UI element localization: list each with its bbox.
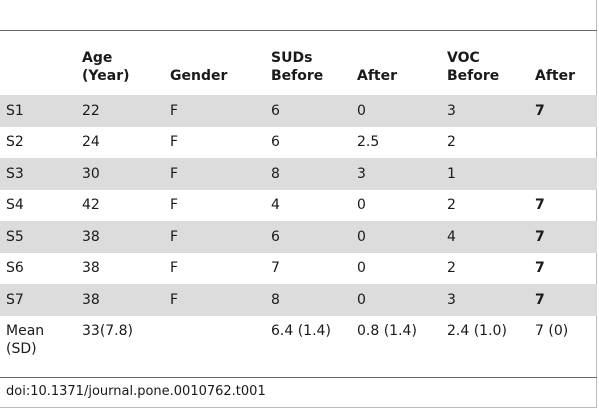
cell-suds-after: 3: [351, 158, 441, 190]
table-row: S4 42 F 4 0 2 7: [0, 190, 597, 222]
cell-suds-before: 6: [265, 95, 351, 127]
header-suds-before-label: Before: [271, 68, 324, 84]
cell-suds-after: 0: [351, 284, 441, 316]
header-voc-group: VOC: [447, 50, 480, 66]
cell-mean-age: 33(7.8): [82, 322, 134, 339]
cell-age: 24: [82, 134, 100, 151]
cell-suds-before: 6: [271, 134, 280, 151]
top-rule: [0, 30, 597, 31]
cell-voc-before: 2: [447, 260, 456, 277]
cell-voc-before: 3: [441, 284, 529, 316]
cell-voc-after: 7: [529, 284, 597, 316]
header-voc-after-label: After: [535, 68, 576, 84]
cell-suds-before: 7: [271, 260, 280, 277]
bottom-rule: [0, 377, 597, 378]
header-age-line2: (Year): [82, 68, 130, 84]
header-age: Age (Year): [76, 31, 164, 95]
cell-mean-suds-before: 6.4 (1.4): [271, 322, 331, 339]
cell-age: 22: [76, 95, 164, 127]
cell-voc-after: [529, 127, 597, 159]
cell-voc-before: 4: [441, 221, 529, 253]
cell-voc-after: [529, 158, 597, 190]
header-suds-before: SUDs Before: [265, 31, 351, 95]
mean-label-line2: (SD): [6, 340, 37, 357]
cell-mean-label: Mean (SD): [0, 316, 76, 362]
header-voc-before: VOC Before: [441, 31, 529, 95]
cell-gender: F: [164, 95, 265, 127]
cell-suds-before: 8: [265, 284, 351, 316]
cell-subject: S4: [6, 197, 24, 214]
cell-voc-after: 7: [535, 197, 545, 214]
cell-voc-before: 2: [447, 197, 456, 214]
cell-subject: S2: [6, 134, 24, 151]
header-suds-group: SUDs: [271, 50, 313, 66]
cell-mean-gender: [164, 316, 265, 362]
table-row: S3 30 F 8 3 1: [0, 158, 597, 190]
header-suds-after: After: [351, 31, 441, 95]
header-row: Age (Year) Gender SUDs Before After VOC …: [0, 31, 597, 95]
cell-suds-after: 2.5: [357, 134, 380, 151]
cell-gender: F: [164, 158, 265, 190]
cell-suds-before: 6: [265, 221, 351, 253]
cell-gender: F: [170, 134, 179, 151]
cell-mean-voc-before: 2.4 (1.0): [447, 322, 507, 339]
cell-gender: F: [170, 260, 179, 277]
cell-voc-before: 2: [447, 134, 456, 151]
cell-mean-suds-after: 0.8 (1.4): [357, 322, 417, 339]
cell-subject: S5: [0, 221, 76, 253]
cell-age: 38: [76, 284, 164, 316]
header-gender-label: Gender: [170, 68, 228, 84]
table-row: S5 38 F 6 0 4 7: [0, 221, 597, 253]
cell-gender: F: [164, 221, 265, 253]
mean-label-line1: Mean: [6, 322, 45, 339]
cell-voc-before: 3: [441, 95, 529, 127]
header-suds-after-label: After: [357, 68, 398, 84]
cell-suds-after: 0: [351, 95, 441, 127]
cell-suds-before: 4: [271, 197, 280, 214]
cell-age: 38: [82, 260, 100, 277]
cell-gender: F: [170, 197, 179, 214]
results-table: Age (Year) Gender SUDs Before After VOC …: [0, 31, 597, 362]
mean-row: Mean (SD) 33(7.8) 6.4 (1.4) 0.8 (1.4) 2.…: [0, 316, 597, 362]
cell-subject: S3: [0, 158, 76, 190]
cell-age: 42: [82, 197, 100, 214]
cell-subject: S7: [0, 284, 76, 316]
doi-footer: doi:10.1371/journal.pone.0010762.t001: [6, 384, 266, 399]
cell-mean-voc-after: 7 (0): [535, 322, 569, 339]
cell-voc-after: 7: [535, 260, 545, 277]
cell-subject: S1: [0, 95, 76, 127]
header-voc-after: After: [529, 31, 597, 95]
cell-voc-after: 7: [529, 221, 597, 253]
cell-voc-after: 7: [529, 95, 597, 127]
cell-suds-after: 0: [357, 197, 366, 214]
cell-subject: S6: [6, 260, 24, 277]
table-row: S1 22 F 6 0 3 7: [0, 95, 597, 127]
header-voc-before-label: Before: [447, 68, 500, 84]
cell-suds-after: 0: [351, 221, 441, 253]
table-row: S6 38 F 7 0 2 7: [0, 253, 597, 285]
header-gender: Gender: [164, 31, 265, 95]
cell-voc-before: 1: [441, 158, 529, 190]
cell-gender: F: [164, 284, 265, 316]
table-row: S2 24 F 6 2.5 2: [0, 127, 597, 159]
cell-age: 38: [76, 221, 164, 253]
cell-suds-after: 0: [357, 260, 366, 277]
header-subject: [0, 31, 76, 95]
header-age-line1: Age: [82, 50, 113, 66]
cell-age: 30: [76, 158, 164, 190]
cell-suds-before: 8: [265, 158, 351, 190]
table-row: S7 38 F 8 0 3 7: [0, 284, 597, 316]
